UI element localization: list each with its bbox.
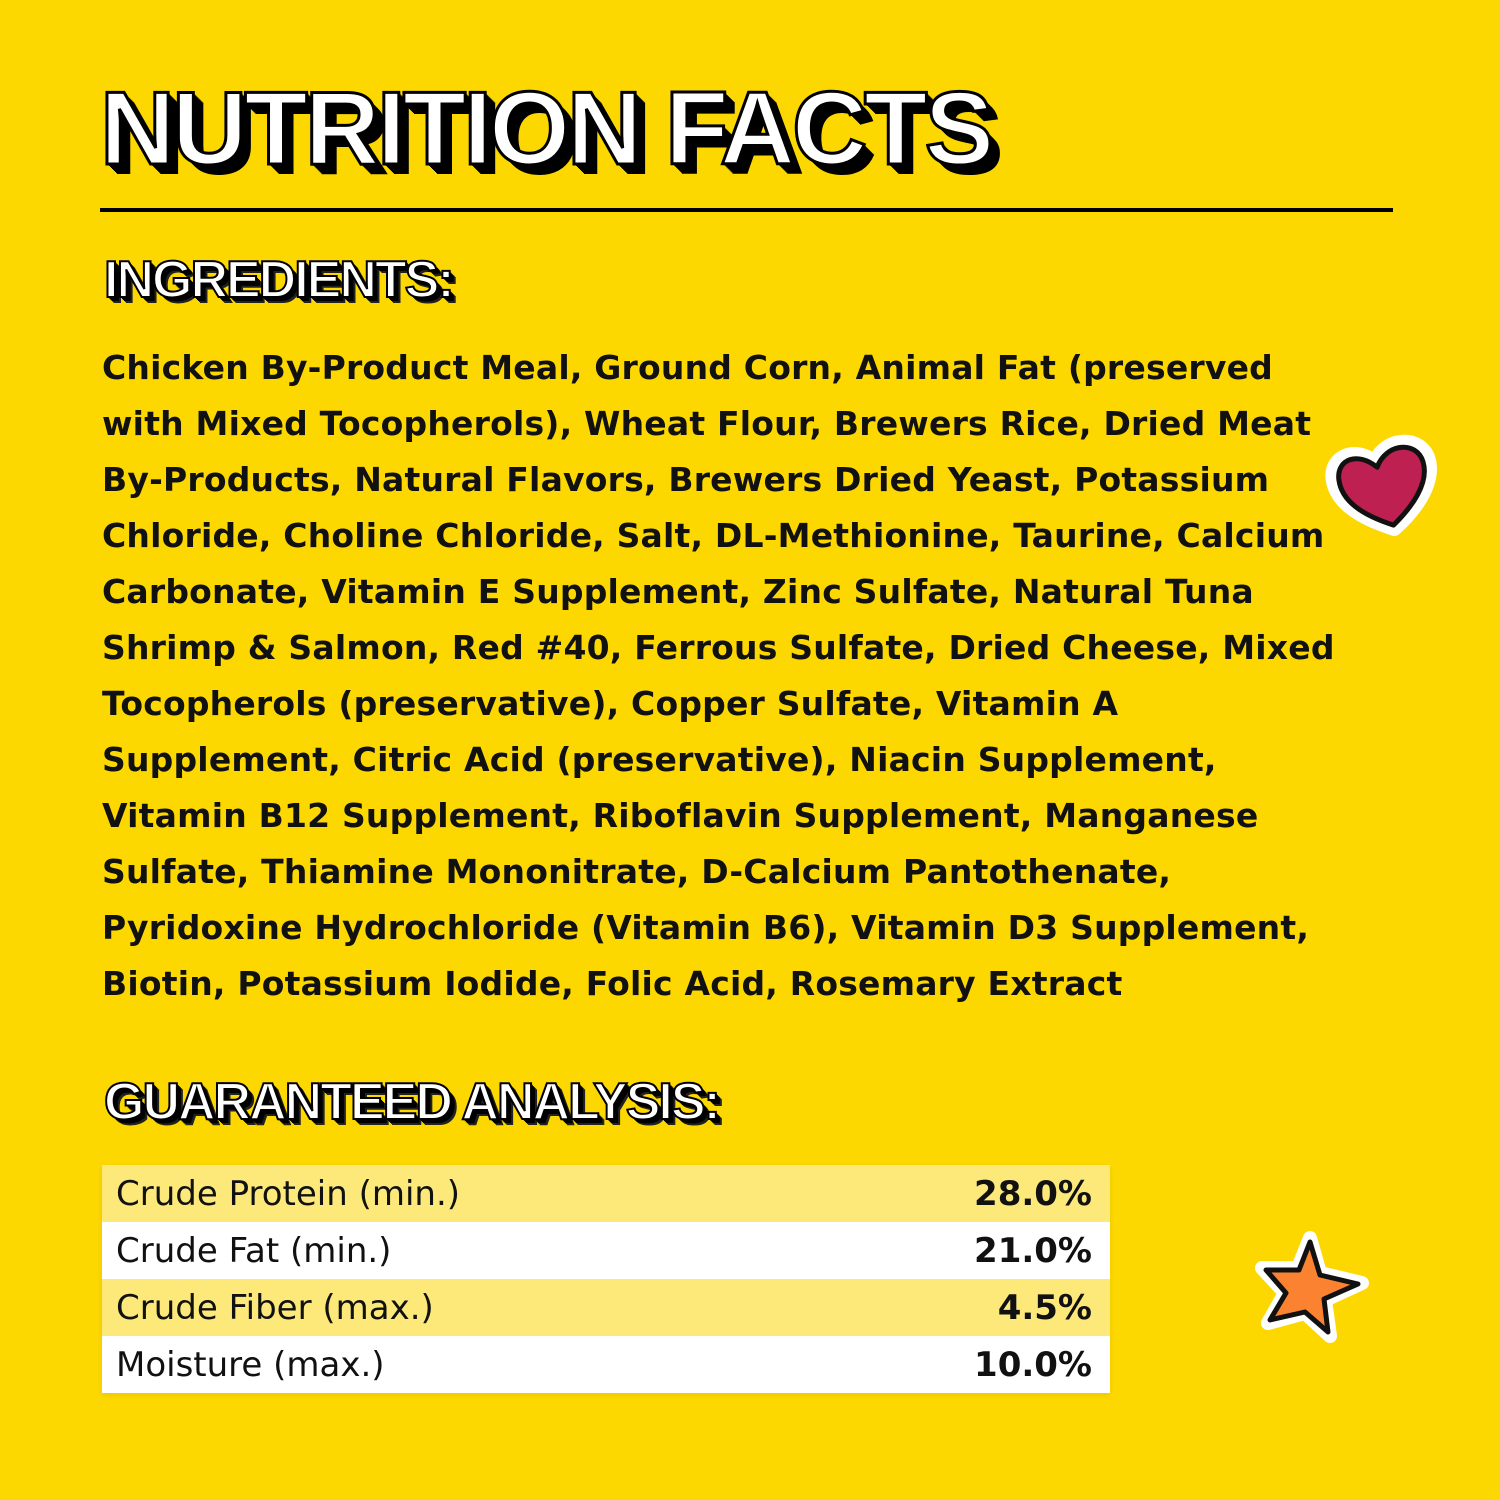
ingredients-line: Vitamin B12 Supplement, Riboflavin Suppl… xyxy=(102,796,1259,835)
analysis-label: Crude Fiber (max.) xyxy=(102,1279,821,1336)
ingredients-line: Supplement, Citric Acid (preservative), … xyxy=(102,740,1217,779)
ingredients-heading: INGREDIENTS: xyxy=(103,250,456,310)
heart-icon xyxy=(1325,434,1437,537)
table-row: Moisture (max.) 10.0% xyxy=(102,1336,1110,1393)
title-divider xyxy=(100,208,1393,212)
ingredients-line: Biotin, Potassium Iodide, Folic Acid, Ro… xyxy=(102,964,1123,1003)
ingredients-list: Chicken By-Product Meal, Ground Corn, An… xyxy=(102,340,1335,1012)
analysis-value: 10.0% xyxy=(820,1336,1110,1393)
ingredients-line: Shrimp & Salmon, Red #40, Ferrous Sulfat… xyxy=(102,628,1335,667)
table-row: Crude Protein (min.) 28.0% xyxy=(102,1165,1110,1222)
ingredients-line: Carbonate, Vitamin E Supplement, Zinc Su… xyxy=(102,572,1254,611)
analysis-table: Crude Protein (min.) 28.0% Crude Fat (mi… xyxy=(102,1165,1110,1393)
ingredients-line: with Mixed Tocopherols), Wheat Flour, Br… xyxy=(102,404,1312,443)
analysis-value: 28.0% xyxy=(820,1165,1110,1222)
page-title: NUTRITION FACTS xyxy=(99,70,996,189)
analysis-label: Moisture (max.) xyxy=(102,1336,821,1393)
table-row: Crude Fiber (max.) 4.5% xyxy=(102,1279,1110,1336)
analysis-label: Crude Protein (min.) xyxy=(102,1165,821,1222)
analysis-value: 4.5% xyxy=(820,1279,1110,1336)
ingredients-line: Chicken By-Product Meal, Ground Corn, An… xyxy=(102,348,1273,387)
ingredients-line: Tocopherols (preservative), Copper Sulfa… xyxy=(102,684,1119,723)
ingredients-line: Chloride, Choline Chloride, Salt, DL-Met… xyxy=(102,516,1325,555)
star-icon xyxy=(1255,1231,1369,1343)
analysis-value: 21.0% xyxy=(820,1222,1110,1279)
ingredients-line: Sulfate, Thiamine Mononitrate, D-Calcium… xyxy=(102,852,1172,891)
analysis-heading: GUARANTEED ANALYSIS: xyxy=(103,1072,722,1132)
analysis-label: Crude Fat (min.) xyxy=(102,1222,821,1279)
table-row: Crude Fat (min.) 21.0% xyxy=(102,1222,1110,1279)
ingredients-line: By-Products, Natural Flavors, Brewers Dr… xyxy=(102,460,1270,499)
ingredients-line: Pyridoxine Hydrochloride (Vitamin B6), V… xyxy=(102,908,1310,947)
